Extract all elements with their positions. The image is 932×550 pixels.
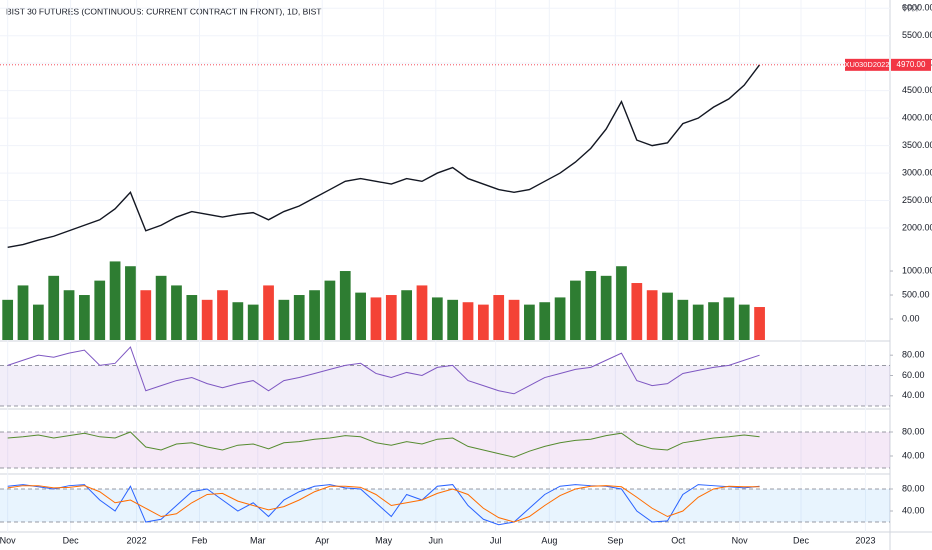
y-tick-label: 5500.00: [902, 30, 932, 40]
y-tick-label: 6000.00: [902, 3, 932, 13]
volume-bar: [94, 280, 106, 340]
price-tag: [891, 58, 931, 71]
volume-bar: [631, 283, 643, 340]
volume-bar: [339, 271, 351, 340]
volume-bar: [171, 285, 182, 340]
volume-bar: [370, 297, 382, 340]
x-tick-label: Mar: [250, 535, 266, 545]
x-tick-label: 2022: [127, 535, 147, 545]
series-line: [7, 346, 760, 395]
y-tick-label: 40.00: [902, 450, 925, 460]
y-tick-label: 80.00: [902, 350, 925, 360]
volume-bar: [554, 297, 566, 340]
x-tick-label: Oct: [671, 535, 686, 545]
volume-bar: [600, 275, 612, 340]
volume-bar: [232, 302, 244, 340]
volume-bar: [462, 302, 474, 340]
x-tick-label: Nov: [0, 535, 16, 545]
y-tick-label: 80.00: [902, 426, 925, 436]
symbol-tag-label: XU030D2022: [844, 60, 889, 69]
x-tick-label: Nov: [732, 535, 749, 545]
x-tick-label: 2023: [855, 535, 875, 545]
x-tick-label: Dec: [63, 535, 80, 545]
volume-bar: [401, 290, 413, 340]
x-tick-label: Jul: [490, 535, 502, 545]
currency-label: TRY: [902, 3, 920, 13]
x-tick-label: Dec: [793, 535, 810, 545]
volume-bar: [201, 299, 213, 340]
volume-bar: [677, 299, 689, 340]
volume-bar: [155, 275, 167, 340]
y-tick-label: 40.00: [902, 390, 925, 400]
x-tick-label: May: [375, 535, 393, 545]
x-tick-label: Aug: [541, 535, 557, 545]
volume-bar: [125, 266, 136, 340]
y-tick-label: 80.00: [902, 483, 925, 493]
volume-bar: [493, 295, 505, 340]
band-fill: [0, 488, 890, 523]
volume-bar: [708, 302, 719, 340]
volume-bar: [646, 290, 658, 340]
x-tick-label: Jun: [429, 535, 444, 545]
volume-bar: [186, 295, 198, 340]
y-tick-label: 60.00: [902, 370, 925, 380]
volume-bar: [662, 292, 673, 340]
volume-bar: [2, 299, 14, 340]
chart-title: BIST 30 FUTURES (CONTINUOUS: CURRENT CON…: [6, 6, 321, 16]
y-tick-label: 2000.00: [902, 222, 932, 232]
x-tick-label: Sep: [607, 535, 623, 545]
x-tick-label: Feb: [192, 535, 208, 545]
volume-bar: [79, 295, 90, 340]
series-line: [7, 431, 760, 458]
volume-bar: [355, 292, 366, 340]
volume-bar: [32, 304, 44, 340]
volume-bar: [263, 285, 274, 340]
volume-bar: [524, 304, 535, 340]
volume-bar: [447, 299, 459, 340]
volume-bar: [738, 304, 750, 340]
volume-bar: [278, 299, 290, 340]
symbol-tag: [845, 58, 889, 71]
y-tick-label: 1000.00: [902, 265, 932, 275]
volume-bar: [293, 295, 305, 340]
price-tag-label: 4970.00: [897, 60, 926, 69]
volume-bar: [723, 297, 735, 340]
y-tick-label: 40.00: [902, 505, 925, 515]
volume-bar: [140, 290, 152, 340]
volume-bar: [539, 302, 551, 340]
volume-bar: [309, 290, 320, 340]
y-tick-label: 2500.00: [902, 195, 932, 205]
volume-bar: [217, 290, 228, 340]
volume-bar: [570, 280, 581, 340]
x-tick-label: Apr: [315, 535, 329, 545]
band-fill: [0, 365, 890, 406]
y-tick-label: 4000.00: [902, 113, 932, 123]
volume-bar: [754, 307, 765, 340]
volume-bar: [247, 304, 259, 340]
volume-bar: [585, 271, 597, 340]
y-tick-label: 3000.00: [902, 167, 932, 177]
volume-bar: [692, 304, 704, 340]
volume-bar: [385, 295, 397, 340]
y-tick-label: 500.00: [902, 289, 930, 299]
volume-bar: [17, 285, 29, 340]
volume-bar: [508, 299, 520, 340]
volume-bar: [431, 297, 443, 340]
y-tick-label: 0.00: [902, 313, 920, 323]
volume-bar: [109, 261, 121, 340]
volume-bar: [477, 304, 489, 340]
volume-bar: [416, 285, 428, 340]
volume-bar: [616, 266, 627, 340]
volume-bar: [48, 275, 60, 340]
y-tick-label: 4500.00: [902, 85, 932, 95]
y-tick-label: 3500.00: [902, 140, 932, 150]
series-line: [7, 485, 760, 523]
volume-bar: [324, 280, 336, 340]
band-fill: [0, 432, 890, 468]
volume-bar: [63, 290, 75, 340]
series-line: [7, 484, 760, 526]
series-line: [7, 64, 761, 248]
